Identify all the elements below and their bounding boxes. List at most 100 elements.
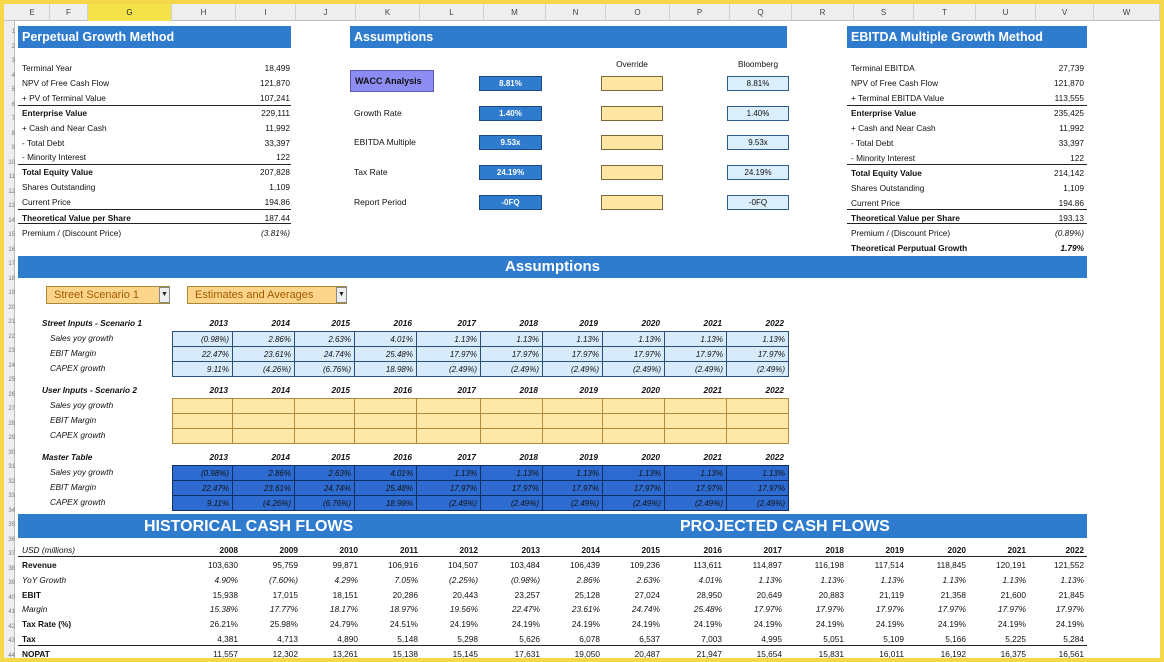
cf-cell[interactable]: 24.19% — [937, 619, 966, 630]
cf-cell[interactable]: 20,883 — [818, 589, 844, 600]
bloomberg-value[interactable]: -0FQ — [727, 195, 789, 210]
row-header[interactable]: 26 — [8, 391, 15, 398]
cf-cell[interactable]: 99,871 — [332, 560, 358, 570]
cf-cell[interactable]: 120,191 — [996, 560, 1026, 570]
row-header[interactable]: 12 — [8, 188, 15, 195]
cf-cell[interactable]: 4.01% — [698, 574, 722, 585]
cf-cell[interactable]: 24.19% — [875, 619, 904, 630]
cf-cell[interactable]: 95,759 — [272, 560, 298, 570]
grid-cell[interactable] — [354, 398, 417, 414]
grid-cell[interactable] — [602, 398, 665, 414]
column-header[interactable]: N — [546, 4, 606, 21]
column-header[interactable]: L — [420, 4, 484, 21]
cf-cell[interactable]: 17,631 — [514, 648, 540, 658]
grid-cell[interactable]: (2.49%) — [542, 495, 603, 511]
column-header[interactable]: T — [914, 4, 976, 21]
cf-cell[interactable]: 2.86% — [576, 574, 600, 585]
row-header[interactable]: 9 — [11, 145, 15, 151]
cf-cell[interactable]: 1.13% — [1002, 574, 1026, 585]
cf-cell[interactable]: 23.61% — [571, 604, 600, 615]
grid-cell[interactable]: (2.49%) — [480, 361, 543, 377]
row-header[interactable]: 41 — [8, 609, 15, 615]
cf-cell[interactable]: 18.97% — [389, 604, 418, 615]
grid-cell[interactable]: 2.63% — [294, 331, 355, 347]
cf-cell[interactable]: 13,261 — [332, 648, 358, 658]
grid-cell[interactable]: 1.13% — [664, 331, 727, 347]
cf-cell[interactable]: 18,151 — [332, 589, 358, 600]
cf-cell[interactable]: 4,890 — [337, 634, 358, 644]
row-header[interactable]: 18 — [8, 275, 15, 282]
row-header[interactable]: 16 — [8, 246, 15, 253]
cf-cell[interactable]: 25.48% — [693, 604, 722, 615]
assumption-value[interactable]: -0FQ — [479, 195, 542, 210]
row-header[interactable]: 17 — [8, 261, 15, 267]
grid-cell[interactable]: 25.48% — [354, 346, 417, 362]
grid-cell[interactable] — [354, 413, 417, 429]
row-header[interactable]: 31 — [8, 464, 15, 470]
cf-cell[interactable]: 17.97% — [875, 604, 904, 615]
grid-cell[interactable] — [354, 428, 417, 444]
cf-cell[interactable]: 5,284 — [1063, 634, 1084, 644]
cf-cell[interactable]: 24.74% — [631, 604, 660, 615]
row-header[interactable]: 36 — [8, 536, 15, 543]
cf-cell[interactable]: 106,439 — [570, 560, 600, 570]
column-header[interactable]: J — [296, 4, 356, 21]
grid-cell[interactable]: 1.13% — [664, 465, 727, 481]
cf-cell[interactable]: 28,950 — [696, 589, 722, 600]
cf-cell[interactable]: 5,225 — [1005, 634, 1026, 644]
cf-cell[interactable]: 15,831 — [818, 648, 844, 658]
column-header[interactable]: K — [356, 4, 420, 21]
cf-cell[interactable]: 4,995 — [761, 634, 782, 644]
grid-cell[interactable]: 17.97% — [726, 480, 789, 496]
column-header[interactable]: S — [854, 4, 914, 21]
assumption-value[interactable]: 8.81% — [479, 76, 542, 91]
cf-cell[interactable]: (0.98%) — [510, 574, 540, 585]
grid-cell[interactable]: (2.49%) — [664, 495, 727, 511]
row-header[interactable]: 35 — [8, 522, 15, 528]
cf-cell[interactable]: 19.56% — [449, 604, 478, 615]
row-header[interactable]: 43 — [8, 638, 15, 644]
grid-cell[interactable]: 1.13% — [416, 465, 481, 481]
cf-cell[interactable]: 16,011 — [879, 648, 904, 658]
override-input[interactable] — [601, 106, 663, 121]
row-header[interactable]: 40 — [8, 594, 15, 601]
grid-cell[interactable]: (2.49%) — [602, 495, 665, 511]
column-header[interactable]: H — [172, 4, 236, 21]
grid-cell[interactable]: 22.47% — [172, 346, 233, 362]
grid-cell[interactable]: (2.49%) — [726, 361, 789, 377]
grid-cell[interactable]: 18.98% — [354, 495, 417, 511]
grid-cell[interactable]: 17.97% — [602, 480, 665, 496]
cf-cell[interactable]: 27,024 — [634, 589, 660, 600]
cf-cell[interactable]: 17.97% — [753, 604, 782, 615]
column-header[interactable]: Q — [730, 4, 792, 21]
cf-cell[interactable]: 20,443 — [452, 589, 478, 600]
grid-cell[interactable]: (2.49%) — [602, 361, 665, 377]
chevron-down-icon[interactable]: ▼ — [336, 287, 347, 303]
grid-cell[interactable]: (6.76%) — [294, 495, 355, 511]
grid-cell[interactable] — [416, 398, 481, 414]
bloomberg-value[interactable]: 9.53x — [727, 135, 789, 150]
grid-cell[interactable] — [602, 413, 665, 429]
cf-cell[interactable]: 1.13% — [942, 574, 966, 585]
grid-cell[interactable] — [232, 413, 295, 429]
row-header[interactable]: 19 — [8, 290, 15, 296]
grid-cell[interactable]: (2.49%) — [664, 361, 727, 377]
wacc-analysis-button[interactable]: WACC Analysis — [350, 70, 434, 92]
grid-cell[interactable]: (4.26%) — [232, 495, 295, 511]
row-header[interactable]: 44 — [8, 652, 15, 659]
cf-cell[interactable]: 15,138 — [392, 648, 418, 658]
row-header[interactable]: 1 — [11, 29, 15, 35]
grid-cell[interactable]: 1.13% — [602, 331, 665, 347]
grid-cell[interactable]: (0.98%) — [172, 331, 233, 347]
grid-cell[interactable]: (2.49%) — [480, 495, 543, 511]
grid-cell[interactable]: 1.13% — [480, 465, 543, 481]
cf-cell[interactable]: 20,487 — [634, 648, 660, 658]
cf-cell[interactable]: 24.19% — [449, 619, 478, 630]
override-input[interactable] — [601, 76, 663, 91]
column-header[interactable]: E — [15, 4, 50, 21]
cf-cell[interactable]: 26.21% — [209, 619, 238, 630]
cf-cell[interactable]: 17.97% — [997, 604, 1026, 615]
grid-cell[interactable]: 17.97% — [726, 346, 789, 362]
cf-cell[interactable]: 24.19% — [1055, 619, 1084, 630]
cf-cell[interactable]: 116,198 — [814, 560, 844, 570]
